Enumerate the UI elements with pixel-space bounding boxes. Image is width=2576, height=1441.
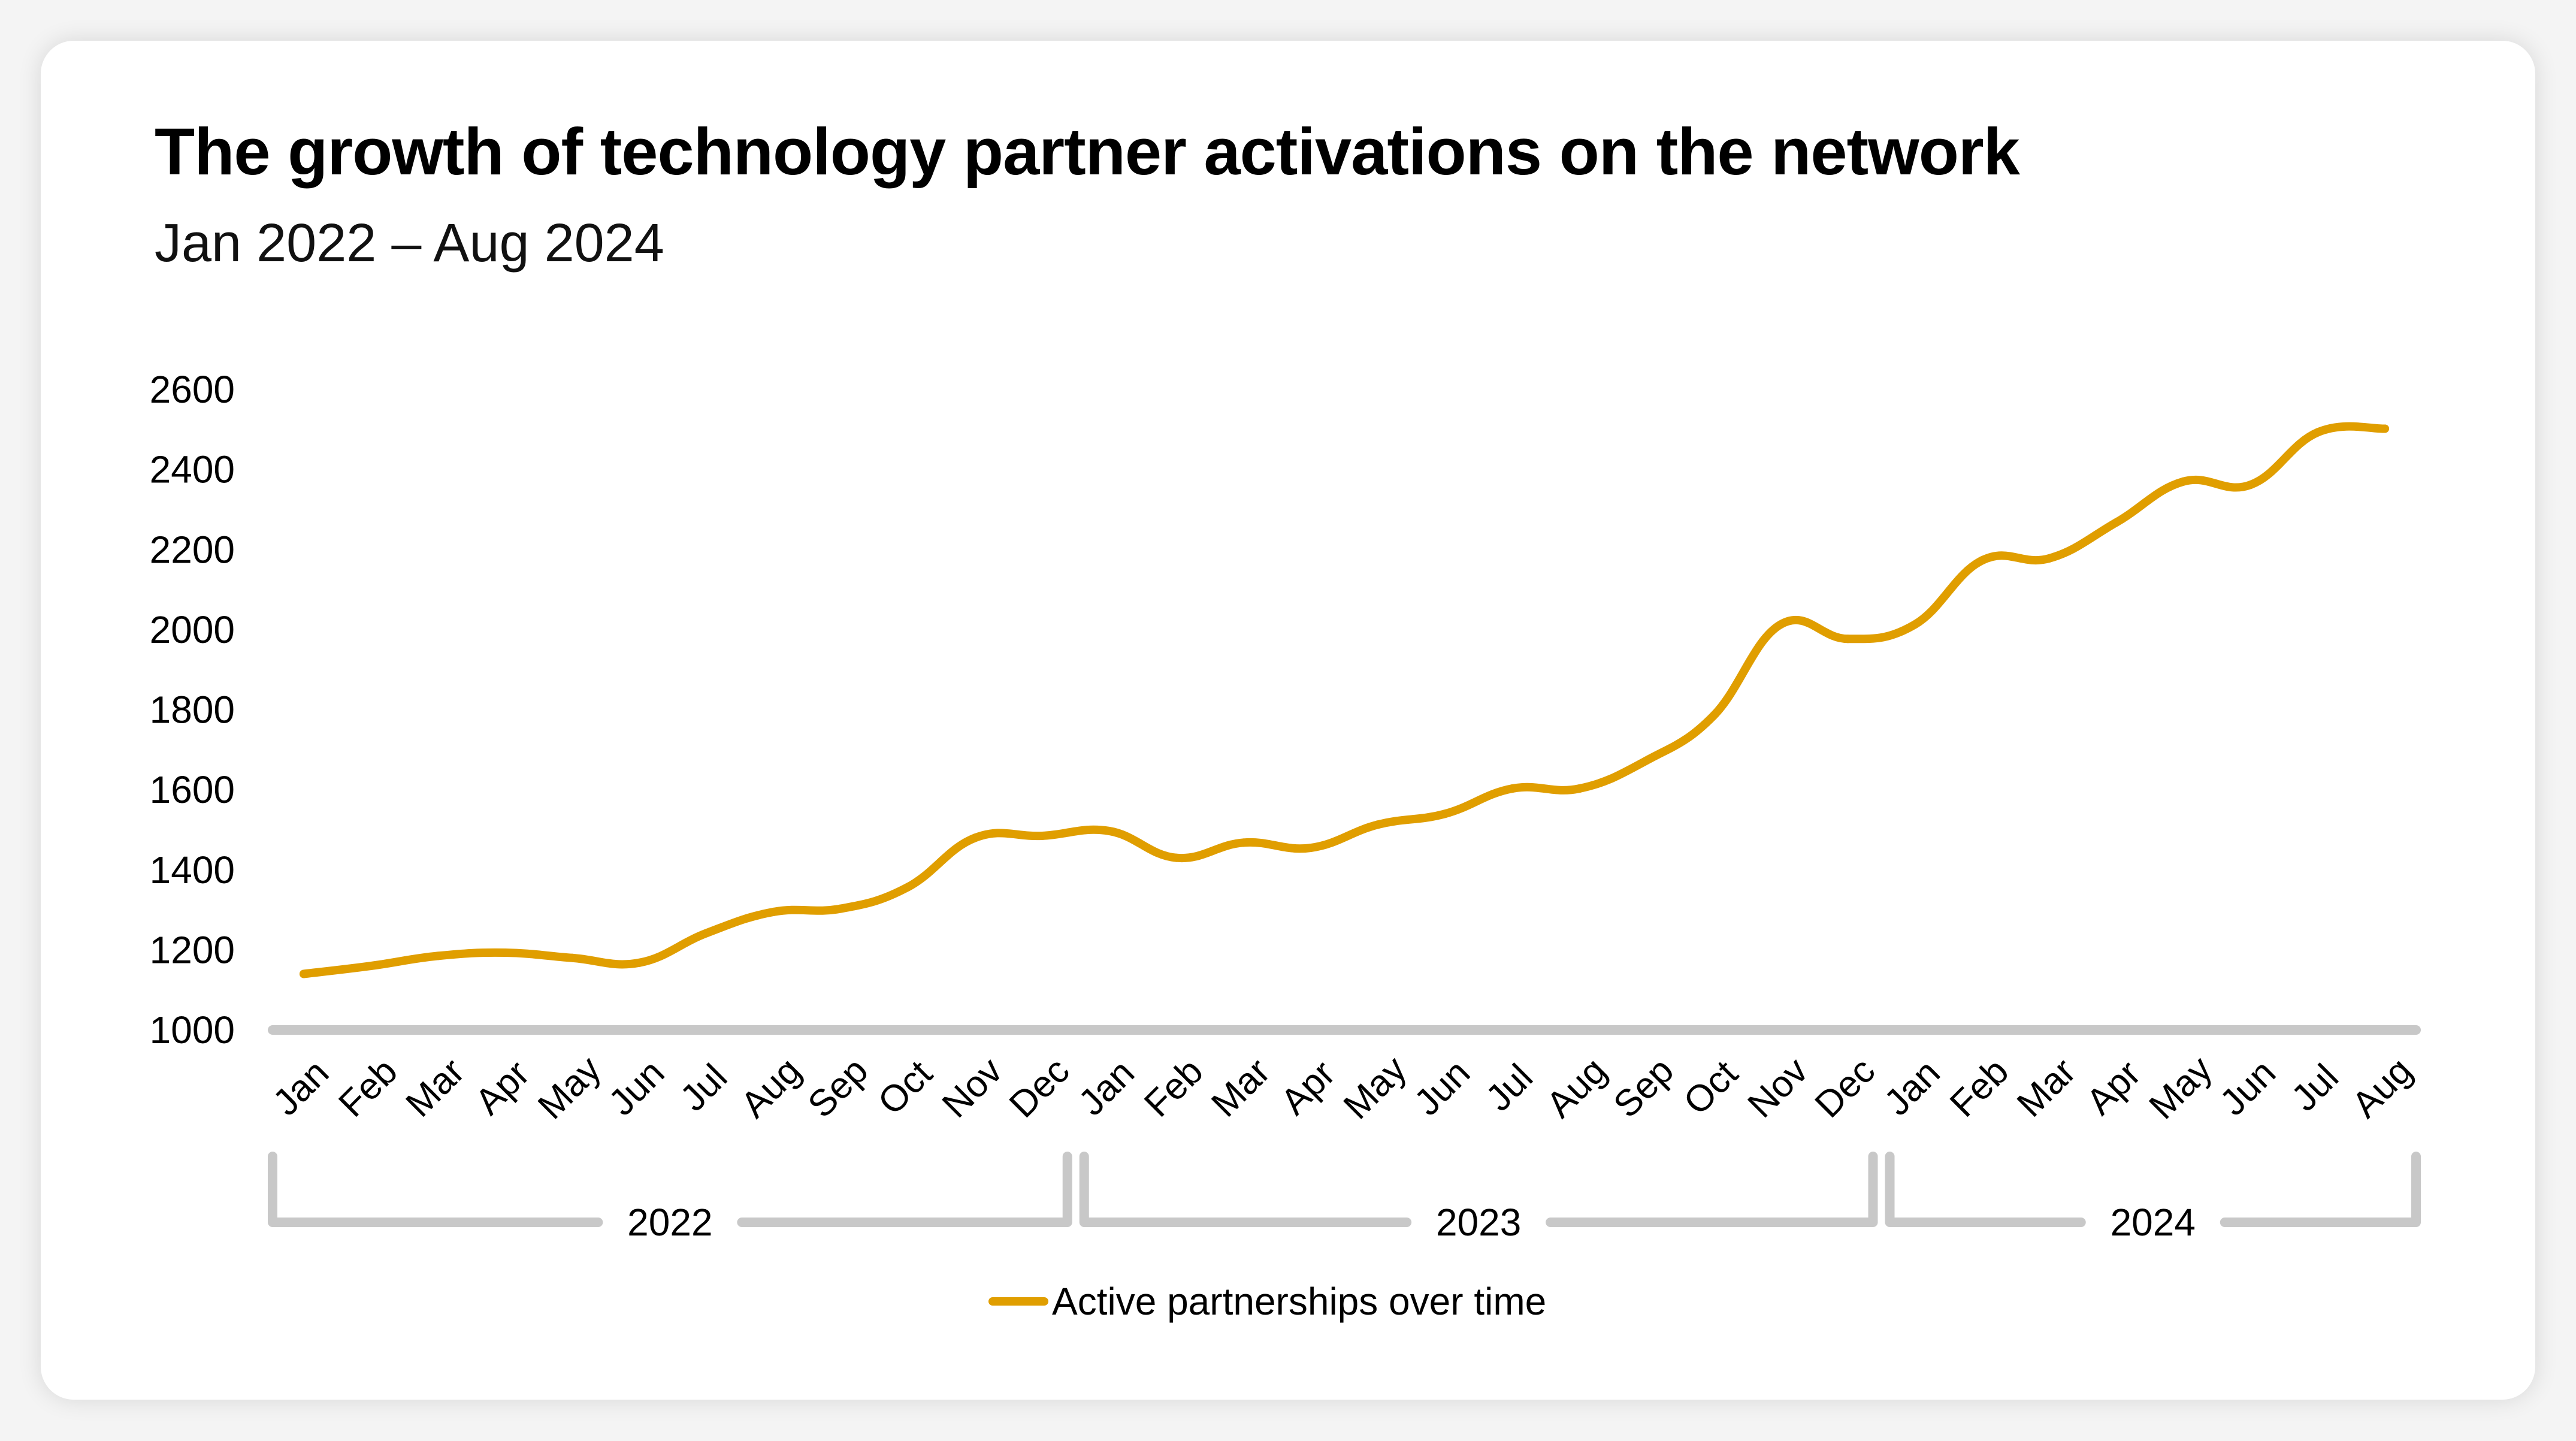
data-point <box>903 883 912 892</box>
legend-label: Active partnerships over time <box>1052 1280 1547 1323</box>
x-tick-label: Sep <box>1606 1050 1682 1126</box>
data-point <box>1441 809 1450 818</box>
x-tick-label: Aug <box>2344 1050 2420 1126</box>
y-tick-label: 2000 <box>150 608 235 651</box>
data-point <box>1843 635 1852 644</box>
data-point <box>1978 556 1987 565</box>
data-point <box>2045 554 2054 563</box>
x-tick-label: Jul <box>2284 1056 2347 1119</box>
y-tick-label: 1000 <box>150 1008 235 1052</box>
data-point <box>2246 481 2255 490</box>
data-point <box>501 948 510 957</box>
year-label: 2022 <box>627 1201 712 1244</box>
x-tick-label: Dec <box>1807 1050 1883 1126</box>
x-tick-label: Feb <box>331 1050 405 1125</box>
y-tick-label: 1200 <box>150 928 235 971</box>
data-point <box>568 953 577 962</box>
x-tick-label: May <box>2142 1049 2221 1128</box>
y-tick-label: 2400 <box>150 448 235 491</box>
data-point <box>1642 756 1651 765</box>
x-tick-label: Mar <box>2009 1050 2084 1125</box>
x-tick-label: Jun <box>1407 1052 1478 1123</box>
data-point <box>836 904 845 913</box>
x-tick-label: Jan <box>1876 1052 1948 1123</box>
chart-subtitle: Jan 2022 – Aug 2024 <box>155 213 664 273</box>
x-tick-label: Aug <box>733 1050 809 1126</box>
x-tick-label: Mar <box>1204 1050 1278 1125</box>
year-bracket <box>268 1152 1072 1227</box>
y-tick-label: 1400 <box>150 848 235 892</box>
data-point <box>1038 831 1047 840</box>
legend: Active partnerships over time <box>988 1279 1546 1324</box>
legend-swatch-line-icon <box>988 1297 1048 1306</box>
x-tick-label: Oct <box>1676 1053 1746 1123</box>
chart-title: The growth of technology partner activat… <box>155 115 2020 189</box>
year-bracket <box>1885 1152 2421 1227</box>
data-point <box>2179 477 2188 486</box>
x-tick-label: Oct <box>870 1053 941 1123</box>
x-tick-label: May <box>1336 1049 1415 1128</box>
data-point <box>1508 784 1517 793</box>
data-point <box>970 833 979 842</box>
x-tick-label: Nov <box>935 1050 1011 1126</box>
year-label: 2023 <box>1436 1201 1521 1244</box>
data-point <box>367 962 376 971</box>
x-tick-label: May <box>530 1049 609 1128</box>
data-point <box>635 958 644 967</box>
x-tick-label: Jun <box>2212 1052 2284 1123</box>
data-point <box>2381 424 2389 433</box>
x-tick-label: Jun <box>601 1052 672 1123</box>
x-tick-label: Jan <box>265 1052 337 1123</box>
data-point <box>2313 428 2322 437</box>
x-tick-label: Jul <box>1478 1056 1541 1119</box>
data-point <box>1239 838 1248 847</box>
year-label: 2024 <box>2111 1201 2196 1244</box>
y-tick-label: 1600 <box>150 768 235 811</box>
data-point <box>1306 844 1315 853</box>
data-point <box>434 951 443 960</box>
chart-card <box>41 41 2535 1400</box>
series-line-active-partnerships <box>300 422 2389 978</box>
x-tick-label: Apr <box>2079 1053 2149 1123</box>
x-tick-label: Apr <box>1273 1053 1343 1123</box>
data-point <box>1910 620 1919 629</box>
x-tick-label: Apr <box>467 1053 537 1123</box>
x-tick-label: Feb <box>1136 1050 1211 1125</box>
data-point <box>1172 853 1181 862</box>
data-point <box>1374 820 1383 829</box>
data-point <box>769 907 778 916</box>
x-tick-label: Aug <box>1538 1050 1614 1126</box>
data-point <box>1575 784 1584 793</box>
y-tick-label: 2600 <box>150 368 235 411</box>
x-tick-label: Jul <box>672 1056 735 1119</box>
y-axis-ticks: 1000 1200 1400 1600 1800 2000 2200 2400 2600 <box>150 368 235 1052</box>
data-point <box>1709 711 1718 720</box>
y-tick-label: 1800 <box>150 688 235 732</box>
x-tick-label: Jan <box>1071 1052 1142 1123</box>
data-point <box>702 929 711 938</box>
data-point <box>1105 826 1114 835</box>
year-bracket <box>1079 1152 1878 1227</box>
x-tick-label: Dec <box>1002 1050 1078 1126</box>
x-tick-label: Mar <box>398 1050 472 1125</box>
data-point <box>2112 518 2121 527</box>
data-point <box>300 969 308 978</box>
x-tick-label: Sep <box>800 1050 876 1126</box>
x-tick-label: Nov <box>1740 1050 1816 1126</box>
data-point <box>1776 620 1785 629</box>
year-brackets: 2022 2023 2024 <box>268 1152 2421 1244</box>
x-tick-label: Feb <box>1942 1050 2016 1125</box>
y-tick-label: 2200 <box>150 528 235 571</box>
